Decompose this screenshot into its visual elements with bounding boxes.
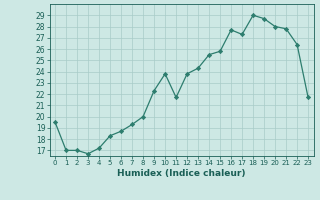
X-axis label: Humidex (Indice chaleur): Humidex (Indice chaleur) [117,169,246,178]
